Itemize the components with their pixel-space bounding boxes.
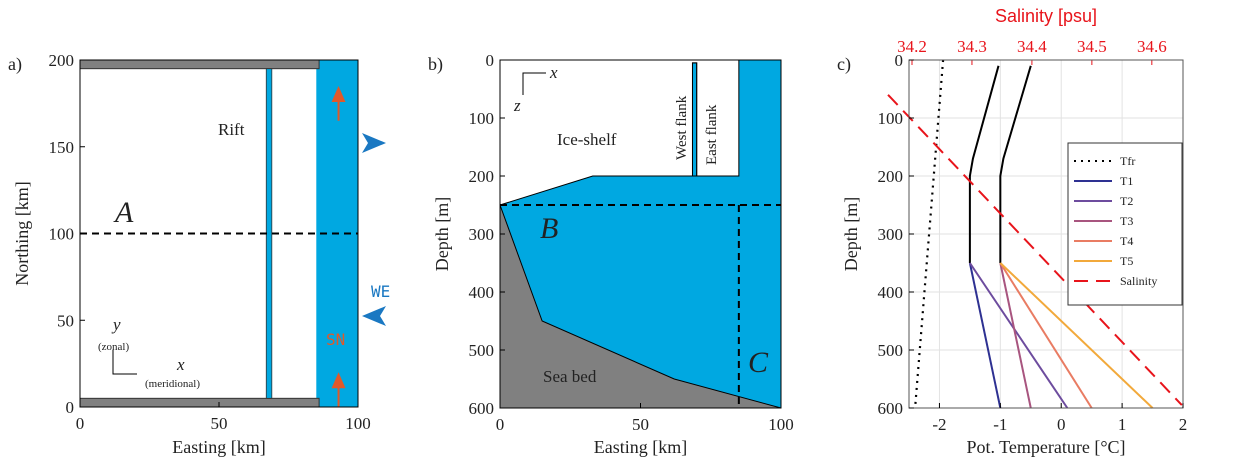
x-tick-label: -1 (993, 415, 1007, 434)
y-tick-label: 500 (878, 341, 904, 360)
annotation: z (513, 96, 521, 115)
legend-label: T2 (1120, 194, 1133, 208)
y-tick-label: 0 (486, 51, 495, 70)
legend-label: Salinity (1120, 274, 1157, 288)
x2-tick-label: 34.2 (897, 37, 927, 56)
x-axis-title: Easting [km] (594, 437, 687, 457)
annotation: WE (371, 282, 390, 301)
rift (265, 68, 273, 399)
x-tick-label: 50 (632, 415, 649, 434)
series-line (999, 262, 1093, 409)
y-tick-label: 0 (66, 398, 75, 417)
annotation: A (113, 196, 134, 229)
series-line (999, 65, 1032, 263)
annotation: (zonal) (98, 341, 129, 353)
x-tick-label: 1 (1118, 415, 1127, 434)
x-axis-title: Pot. Temperature [°C] (966, 437, 1125, 457)
x2-tick-label: 34.4 (1017, 37, 1047, 56)
x-axis-title: Easting [km] (172, 437, 265, 457)
y-tick-label: 0 (895, 51, 904, 70)
water (500, 60, 781, 408)
axis-glyph (522, 72, 546, 95)
annotation: x (549, 63, 558, 82)
x-tick-label: 2 (1179, 415, 1188, 434)
y-tick-label: 100 (469, 109, 495, 128)
series-line (887, 94, 1183, 406)
legend (1067, 142, 1183, 306)
series-line (999, 262, 1154, 409)
y-tick-label: 300 (878, 225, 904, 244)
x-tick-label: 50 (211, 414, 228, 433)
axis-glyph (112, 350, 137, 375)
x-tick-label: -2 (932, 415, 946, 434)
annotation: East flank (704, 104, 720, 165)
arrow-east (362, 133, 386, 153)
annotation: Ice-shelf (557, 130, 617, 149)
y-tick-label: 200 (49, 51, 75, 70)
legend-label: Tfr (1120, 154, 1135, 168)
panel-label: a) (8, 54, 22, 75)
legend-label: T5 (1120, 254, 1133, 268)
annotation: Rift (218, 120, 245, 139)
y-tick-label: 200 (469, 167, 495, 186)
ice-base (499, 60, 740, 206)
arrow-head (331, 372, 346, 389)
y-tick-label: 600 (469, 399, 495, 418)
y-axis-title: Depth [m] (841, 197, 861, 271)
annotation: x (176, 355, 185, 374)
annotation: SN (326, 330, 345, 349)
series-line (999, 262, 1032, 409)
x-tick-label: 0 (76, 414, 85, 433)
arrow-west (362, 306, 386, 326)
x-tick-label: 0 (496, 415, 505, 434)
x2-tick-label: 34.3 (957, 37, 987, 56)
annotation: Sea bed (543, 367, 597, 386)
annotation: y (111, 315, 121, 334)
y-tick-label: 150 (49, 138, 75, 157)
y-tick-label: 600 (878, 399, 904, 418)
annotation: (meridional) (145, 378, 200, 390)
legend-label: T1 (1120, 174, 1133, 188)
x2-tick-label: 34.6 (1137, 37, 1167, 56)
panel-label: c) (837, 54, 851, 75)
legend-label: T3 (1120, 214, 1133, 228)
x2-tick-label: 34.5 (1077, 37, 1107, 56)
panel-label: b) (428, 54, 443, 75)
y-tick-label: 100 (878, 109, 904, 128)
y-tick-label: 100 (49, 225, 75, 244)
y-tick-label: 500 (469, 341, 495, 360)
x-tick-label: 100 (345, 414, 371, 433)
y-tick-label: 400 (469, 283, 495, 302)
y-tick-label: 50 (57, 311, 74, 330)
y-tick-label: 400 (878, 283, 904, 302)
wall-south (79, 397, 320, 408)
y-axis-title: Depth [m] (432, 197, 452, 271)
series-line (969, 262, 1069, 409)
y-axis-title: Northing [km] (12, 181, 32, 285)
rift-slot (691, 62, 698, 177)
wall-north (79, 59, 320, 70)
x-tick-label: 0 (1057, 415, 1066, 434)
y-tick-label: 300 (469, 225, 495, 244)
series-line (968, 65, 1000, 263)
series-line (968, 262, 1002, 409)
annotation: B (540, 212, 558, 245)
annotation: West flank (674, 95, 690, 160)
x-tick-label: 100 (768, 415, 794, 434)
x2-axis-title: Salinity [psu] (995, 6, 1097, 26)
y-tick-label: 200 (878, 167, 904, 186)
arrow-head (331, 86, 346, 103)
annotation: C (748, 346, 769, 379)
legend-label: T4 (1120, 234, 1133, 248)
